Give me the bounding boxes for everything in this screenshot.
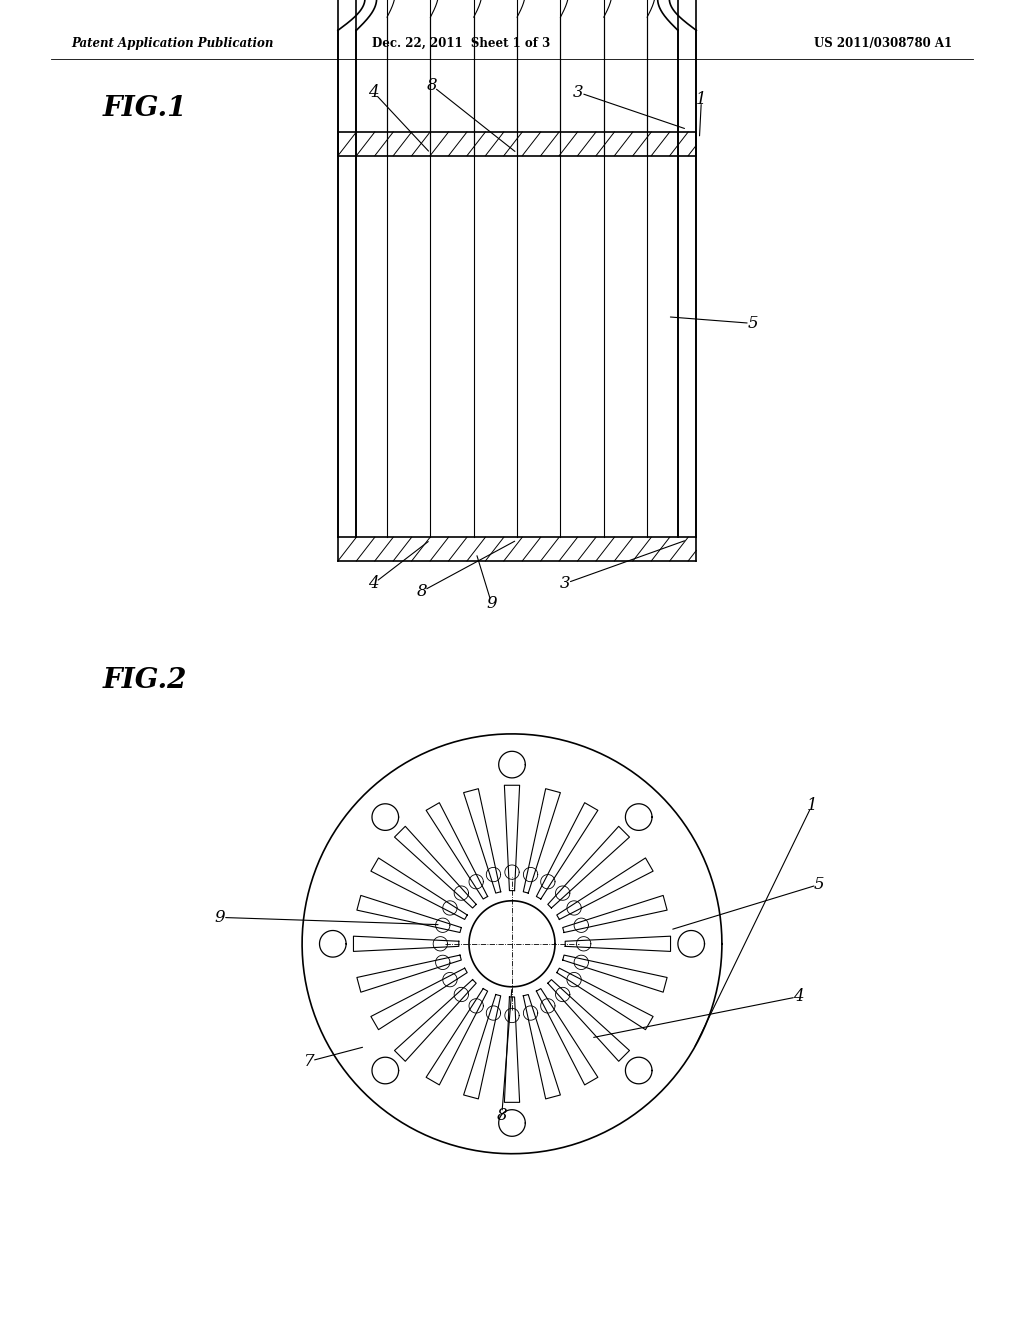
Text: 4: 4 <box>369 84 379 100</box>
Text: FIG.2: FIG.2 <box>102 667 186 693</box>
Text: 8: 8 <box>417 583 427 599</box>
Text: 8: 8 <box>427 78 437 94</box>
Text: US 2011/0308780 A1: US 2011/0308780 A1 <box>814 37 952 50</box>
Text: Dec. 22, 2011  Sheet 1 of 3: Dec. 22, 2011 Sheet 1 of 3 <box>372 37 550 50</box>
Text: FIG.1: FIG.1 <box>102 95 186 121</box>
Text: 3: 3 <box>573 84 584 100</box>
Text: 9: 9 <box>486 595 497 611</box>
Text: 5: 5 <box>748 315 758 331</box>
Text: 4: 4 <box>794 989 804 1005</box>
Text: 7: 7 <box>304 1053 314 1069</box>
Text: 9: 9 <box>215 909 225 925</box>
Text: 5: 5 <box>814 876 824 892</box>
Text: Patent Application Publication: Patent Application Publication <box>72 37 274 50</box>
Text: 3: 3 <box>560 576 570 591</box>
Text: 1: 1 <box>696 91 707 107</box>
Text: 1: 1 <box>807 797 817 813</box>
Text: 4: 4 <box>369 576 379 591</box>
Text: 8: 8 <box>497 1107 507 1123</box>
